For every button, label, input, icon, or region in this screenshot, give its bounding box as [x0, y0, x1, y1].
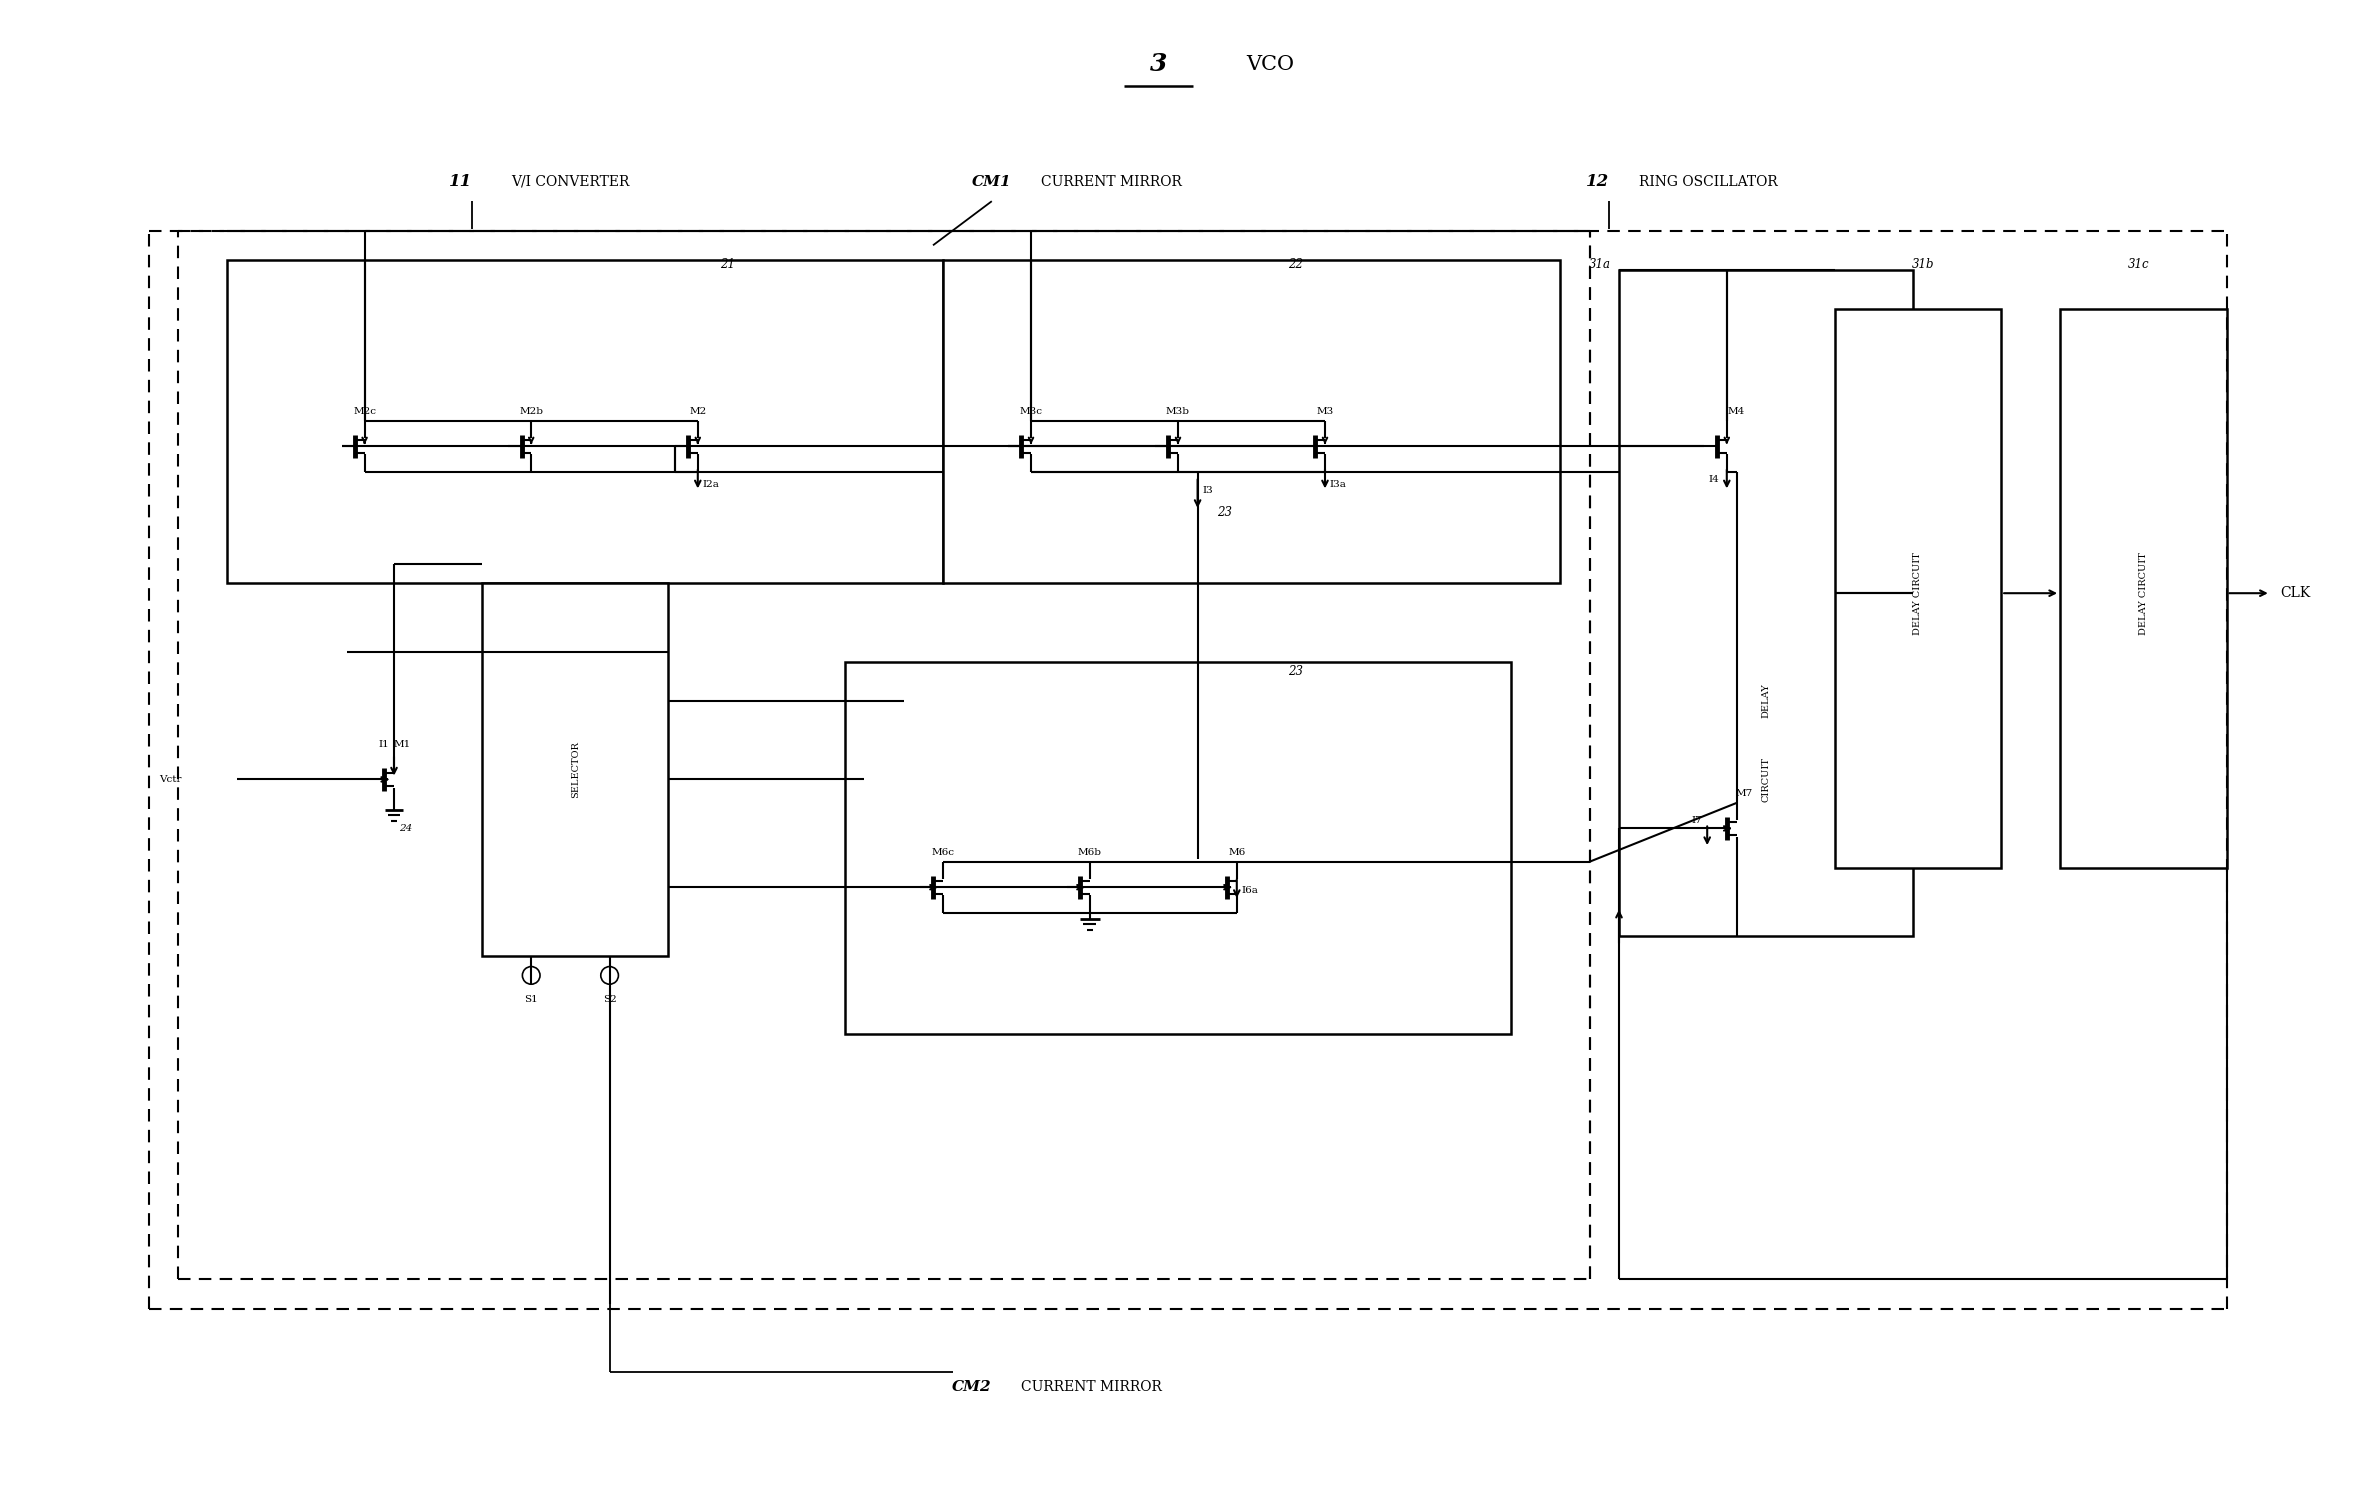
Text: M6b: M6b [1077, 847, 1103, 856]
Text: CLK: CLK [2281, 586, 2311, 600]
Text: DELAY CIRCUIT: DELAY CIRCUIT [2139, 552, 2149, 634]
Text: 11: 11 [450, 172, 474, 190]
Text: M3: M3 [1317, 406, 1333, 416]
Text: 31c: 31c [2127, 258, 2149, 272]
Bar [2059, 309, 2226, 867]
Text: RING OSCILLATOR: RING OSCILLATOR [1640, 174, 1776, 189]
Text: I3a: I3a [1329, 480, 1348, 489]
Text: M2: M2 [690, 406, 707, 416]
Text: S2: S2 [603, 994, 617, 1004]
Text: I1: I1 [379, 740, 389, 748]
Text: 21: 21 [719, 258, 735, 272]
Text: M6c: M6c [931, 847, 954, 856]
Text: V/I CONVERTER: V/I CONVERTER [511, 174, 629, 189]
Text: S1: S1 [525, 994, 537, 1004]
Text: I4: I4 [1708, 474, 1720, 483]
Text: I7: I7 [1692, 816, 1703, 825]
Text: M4: M4 [1727, 406, 1746, 416]
Text: M3c: M3c [1020, 406, 1041, 416]
Text: M2c: M2c [353, 406, 377, 416]
Text: M1: M1 [393, 740, 410, 748]
Text: DELAY CIRCUIT: DELAY CIRCUIT [1913, 552, 1922, 634]
Bar [942, 260, 1560, 584]
Bar [229, 260, 942, 584]
Text: 31a: 31a [1588, 258, 1612, 272]
Text: I6a: I6a [1242, 886, 1258, 896]
Text: 22: 22 [1289, 258, 1303, 272]
Text: CURRENT MIRROR: CURRENT MIRROR [1020, 1380, 1162, 1394]
Text: CURRENT MIRROR: CURRENT MIRROR [1041, 174, 1183, 189]
Text: CIRCUIT: CIRCUIT [1762, 758, 1769, 802]
Text: 31b: 31b [1911, 258, 1934, 272]
Text: M7: M7 [1736, 789, 1753, 798]
Bar [1835, 309, 2000, 867]
Bar [483, 584, 669, 956]
Text: M6: M6 [1227, 847, 1246, 856]
Text: 23: 23 [1289, 664, 1303, 678]
Text: CM2: CM2 [952, 1380, 992, 1394]
Text: 24: 24 [398, 825, 412, 834]
Text: M3b: M3b [1166, 406, 1190, 416]
Text: M2b: M2b [518, 406, 544, 416]
Text: DELAY: DELAY [1762, 684, 1769, 718]
Text: 23: 23 [1218, 506, 1232, 519]
Text: SELECTOR: SELECTOR [570, 741, 580, 798]
Text: VCO: VCO [1246, 54, 1293, 74]
Bar [1619, 270, 1913, 936]
Bar [846, 662, 1510, 1034]
Text: I3: I3 [1202, 486, 1213, 495]
Text: CM1: CM1 [971, 174, 1011, 189]
Text: 12: 12 [1586, 172, 1609, 190]
Text: I2a: I2a [702, 480, 719, 489]
Text: Vctr: Vctr [158, 776, 181, 784]
Text: 3: 3 [1150, 53, 1166, 76]
